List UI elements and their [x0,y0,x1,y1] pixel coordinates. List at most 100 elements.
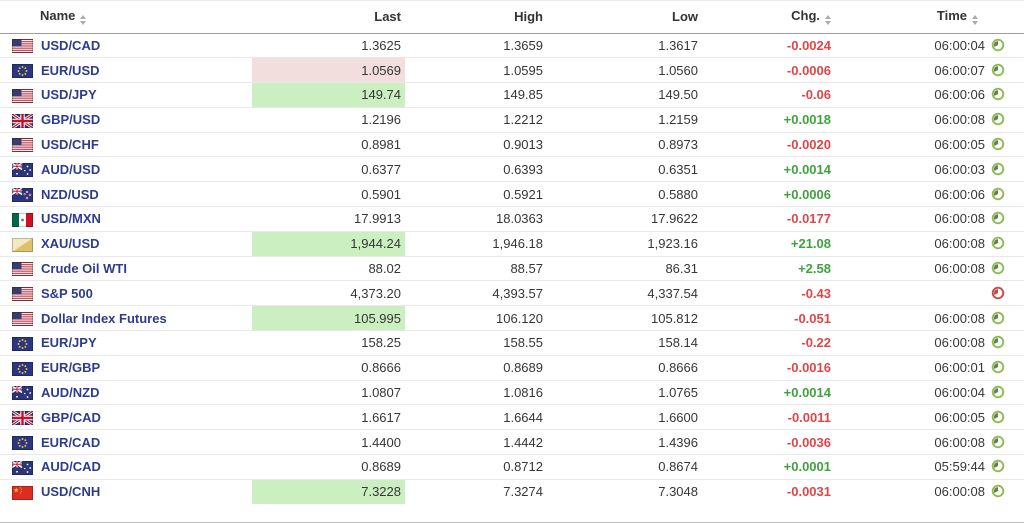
clock-green-icon [991,38,1005,52]
last-value: 1.3625 [361,37,401,53]
table-row-usd-cnh: USD/CNH 7.3228 7.3274 7.3048 -0.0031 06:… [0,478,1024,505]
header-time[interactable]: Time [835,1,1024,34]
table-row-aud-cad: AUD/CAD 0.8689 0.8712 0.8674 +0.0001 05:… [0,454,1024,480]
low-value: 1.2159 [658,112,698,128]
pair-link[interactable]: XAU/USD [41,236,100,252]
last-cell: 0.5901 [252,181,405,207]
pair-link[interactable]: GBP/USD [41,112,101,128]
header-high-label: High [514,9,543,25]
low-value: 1.0765 [658,385,698,401]
last-cell: 0.6377 [252,156,405,182]
pair-link[interactable]: AUD/USD [41,161,101,177]
last-cell: 7.3228 [252,478,405,505]
header-flag-spacer [0,1,40,34]
pair-link[interactable]: EUR/JPY [41,335,97,351]
pair-link[interactable]: Crude Oil WTI [41,261,127,277]
last-cell: 1.0807 [252,379,405,405]
high-value: 106.120 [496,310,543,326]
change-value: +0.0001 [783,459,831,475]
last-value: 0.8689 [361,459,401,475]
gb-flag-icon [12,113,33,128]
pair-link[interactable]: EUR/USD [41,62,100,78]
header-low: Low [550,1,705,34]
table-row-aud-usd: AUD/USD 0.6377 0.6393 0.6351 +0.0014 06:… [0,156,1024,182]
clock-red-icon [991,286,1005,300]
time-value: 06:00:04 [934,385,985,401]
high-value: 7.3274 [503,484,543,500]
pair-link[interactable]: EUR/CAD [41,434,101,450]
high-value: 0.8689 [503,360,543,376]
last-value: 105.995 [354,310,401,326]
time-value: 06:00:01 [934,360,985,376]
header-change[interactable]: Chg. [705,1,835,34]
last-cell: 1.3625 [252,33,405,58]
eu-flag-icon [12,361,33,376]
clock-green-icon [991,435,1005,449]
pair-link[interactable]: AUD/CAD [41,459,101,475]
last-value: 0.6377 [361,161,401,177]
clock-green-icon [991,410,1005,424]
eu-flag-icon [12,63,33,78]
time-value: 06:00:08 [934,211,985,227]
pair-link[interactable]: Dollar Index Futures [41,310,167,326]
high-value: 0.8712 [503,459,543,475]
change-value: -0.0020 [786,137,831,153]
time-value: 06:00:05 [934,137,985,153]
pair-link[interactable]: S&P 500 [41,285,93,301]
change-value: -0.0024 [786,37,831,53]
pair-link[interactable]: AUD/NZD [41,385,100,401]
clock-green-icon [991,211,1005,225]
au-flag-icon [12,163,33,178]
pair-link[interactable]: USD/MXN [41,211,101,227]
table-row-usd-cad: USD/CAD 1.3625 1.3659 1.3617 -0.0024 06:… [0,33,1024,58]
us-flag-icon [12,287,33,302]
pair-link[interactable]: USD/CNH [41,484,101,500]
low-value: 17.9622 [651,211,698,227]
low-value: 86.31 [665,261,698,277]
change-value: -0.0036 [786,434,831,450]
pair-link[interactable]: GBP/CAD [41,409,101,425]
time-value: 06:00:08 [934,236,985,252]
sort-arrows-icon [825,15,831,26]
pair-link[interactable]: USD/CAD [41,37,101,53]
change-value: +2.58 [798,261,831,277]
high-value: 4,393.57 [492,285,543,301]
last-cell: 149.74 [252,82,405,108]
high-value: 149.85 [503,87,543,103]
high-value: 1.0816 [503,385,543,401]
change-value: +0.0014 [783,385,831,401]
header-high: High [405,1,550,34]
low-value: 158.14 [658,335,698,351]
last-cell: 1.6617 [252,404,405,430]
high-value: 158.55 [503,335,543,351]
pair-link[interactable]: EUR/GBP [41,360,101,376]
gold-flag-icon [12,237,33,252]
low-value: 1.0560 [658,62,698,78]
change-value: -0.0011 [787,409,831,425]
change-value: -0.0031 [786,484,831,500]
clock-green-icon [991,484,1005,498]
header-last: Last [252,1,405,34]
pair-link[interactable]: USD/CHF [41,137,99,153]
table-row-eur-gbp: EUR/GBP 0.8666 0.8689 0.8666 -0.0016 06:… [0,354,1024,381]
low-value: 105.812 [651,310,698,326]
time-value: 06:00:07 [934,62,985,78]
table-row-s-p-500: S&P 500 4,373.20 4,393.57 4,337.54 -0.43 [0,280,1024,306]
header-name[interactable]: Name [40,1,252,34]
mx-flag-icon [12,212,33,227]
last-value: 88.02 [368,261,401,277]
pair-link[interactable]: NZD/USD [41,186,99,202]
last-value: 0.8981 [361,137,401,153]
pair-link[interactable]: USD/JPY [41,87,97,103]
change-value: +0.0014 [783,161,831,177]
time-value: 06:00:06 [934,87,985,103]
au-flag-icon [12,386,33,401]
high-value: 0.9013 [503,137,543,153]
change-value: +21.08 [790,236,831,252]
table-row-nzd-usd: NZD/USD 0.5901 0.5921 0.5880 +0.0006 06:… [0,181,1024,207]
us-flag-icon [12,138,33,153]
time-value: 06:00:06 [934,186,985,202]
time-value: 06:00:05 [934,409,985,425]
change-value: -0.051 [794,310,831,326]
header-low-label: Low [672,9,698,25]
